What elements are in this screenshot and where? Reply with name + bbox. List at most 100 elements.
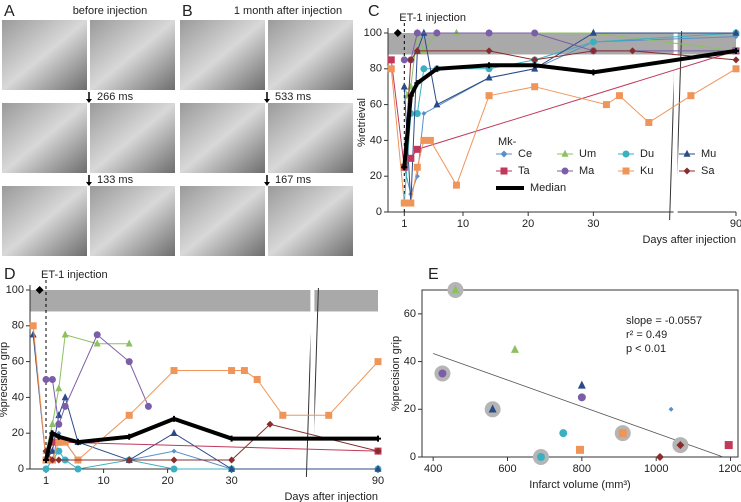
marker — [433, 100, 441, 108]
y-tick-label: 80 — [12, 320, 24, 332]
marker — [407, 154, 415, 162]
marker — [452, 181, 460, 189]
axis-break-gap — [310, 288, 315, 477]
legend-label: Mu — [701, 148, 716, 160]
marker — [413, 29, 421, 37]
interval-label: 167 ms — [275, 174, 312, 186]
panel-letter: C — [368, 3, 380, 20]
marker — [602, 101, 610, 109]
photo — [90, 186, 175, 256]
photo — [268, 20, 353, 90]
x-tick-label: 90 — [730, 218, 741, 230]
marker — [228, 464, 236, 472]
marker — [171, 448, 177, 454]
marker — [93, 331, 101, 339]
legend-label: Um — [579, 148, 596, 160]
marker — [387, 65, 395, 73]
x-tick-label: 400 — [424, 463, 442, 475]
marker — [433, 29, 441, 37]
marker — [420, 65, 428, 73]
y-tick-label: 60 — [370, 99, 382, 111]
series-line — [32, 334, 378, 470]
marker — [732, 65, 740, 73]
y-tick-label: 0 — [410, 451, 416, 463]
marker — [420, 28, 428, 36]
y-tick-label: 60 — [12, 356, 24, 368]
panel-letter: B — [182, 3, 193, 20]
marker — [48, 420, 56, 428]
marker — [622, 150, 630, 158]
arrow-head — [86, 182, 92, 186]
marker — [42, 465, 50, 473]
annotation: ET-1 injection — [399, 12, 466, 24]
marker — [420, 46, 428, 54]
marker — [400, 199, 408, 207]
marker — [387, 56, 395, 64]
x-tick-label: 10 — [97, 475, 109, 487]
shaded-band — [30, 290, 378, 312]
marker — [485, 47, 493, 55]
marker — [485, 29, 493, 37]
marker — [724, 441, 733, 450]
photo — [2, 20, 87, 90]
y-tick-label: 20 — [12, 427, 24, 439]
panel-letter: A — [4, 3, 15, 20]
photo — [180, 186, 265, 256]
marker — [55, 433, 62, 440]
marker — [228, 435, 235, 442]
marker — [733, 47, 739, 54]
marker — [414, 80, 421, 87]
marker — [93, 339, 101, 347]
marker — [561, 167, 569, 175]
marker — [55, 384, 63, 392]
marker — [500, 167, 508, 175]
marker — [393, 29, 402, 37]
series-line — [404, 32, 736, 61]
series-line — [390, 68, 737, 204]
marker — [55, 420, 63, 428]
series-line — [402, 48, 737, 168]
x-axis-label: Days after injection — [642, 234, 736, 246]
marker — [683, 167, 691, 175]
marker — [485, 92, 493, 100]
marker — [590, 69, 597, 76]
annotation: r² = 0.49 — [626, 329, 667, 341]
marker — [29, 322, 37, 330]
marker — [589, 28, 597, 36]
marker — [531, 62, 538, 69]
marker — [61, 393, 69, 401]
x-tick-label: 90 — [372, 475, 384, 487]
x-tick-label: 30 — [225, 475, 237, 487]
marker — [61, 402, 69, 410]
marker — [500, 150, 508, 158]
x-tick-label: 30 — [587, 218, 599, 230]
y-tick-label: 20 — [404, 403, 416, 415]
marker — [61, 438, 69, 446]
marker — [576, 445, 584, 454]
marker — [732, 28, 740, 36]
photo — [268, 186, 353, 256]
legend-label: Ce — [518, 148, 532, 160]
y-tick-label: 0 — [376, 206, 382, 218]
x-tick-label: 20 — [522, 218, 534, 230]
legend-label: Ku — [640, 165, 653, 177]
marker — [48, 376, 56, 383]
marker — [413, 163, 421, 171]
series-line — [403, 36, 737, 196]
marker — [29, 330, 37, 338]
marker — [43, 457, 49, 464]
x-axis-label: Infarct volume (mm³) — [529, 479, 630, 491]
marker — [253, 376, 261, 383]
marker — [55, 456, 63, 464]
marker — [240, 367, 248, 375]
marker — [433, 65, 440, 72]
marker — [49, 430, 56, 437]
panel-letter: D — [4, 266, 16, 283]
marker — [407, 56, 415, 64]
photo — [2, 186, 87, 256]
marker — [125, 456, 133, 464]
marker — [48, 456, 56, 464]
marker — [413, 110, 421, 118]
photo — [90, 103, 175, 173]
marker — [655, 453, 664, 461]
